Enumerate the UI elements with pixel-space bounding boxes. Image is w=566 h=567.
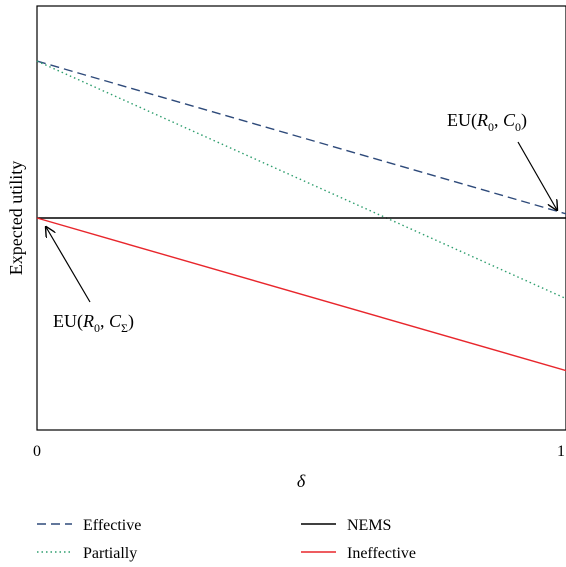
legend-item-ineffective: Ineffective (301, 545, 416, 562)
annotation-eu-r0-c0: EU(R0, C0) (447, 110, 527, 134)
x-axis-label: δ (297, 471, 306, 491)
x-tick-label-0: 0 (33, 443, 41, 460)
annotation-arrow-eu-r0-csigma (46, 227, 91, 303)
series-line-ineffective (36, 217, 566, 372)
series-layer (36, 60, 566, 372)
legend-item-effective: Effective (37, 517, 141, 534)
y-axis-label: Expected utility (6, 161, 26, 275)
legend-label-partially: Partially (83, 545, 137, 562)
annotation-arrow-eu-r0-c0 (517, 141, 557, 210)
legend-item-partially: Partially (37, 545, 137, 562)
series-line-partially (36, 60, 566, 300)
legend-label-effective: Effective (83, 517, 141, 534)
annotation-eu-r0-csigma: EU(R0, CΣ) (53, 311, 134, 335)
x-tick-label-1: 1 (557, 443, 565, 460)
series-line-effective (36, 60, 566, 215)
legend-item-nems: NEMS (301, 517, 391, 534)
legend-label-ineffective: Ineffective (347, 545, 416, 562)
legend-label-nems: NEMS (347, 517, 391, 534)
legend: Effective Partially NEMS Ineffective (37, 517, 416, 562)
